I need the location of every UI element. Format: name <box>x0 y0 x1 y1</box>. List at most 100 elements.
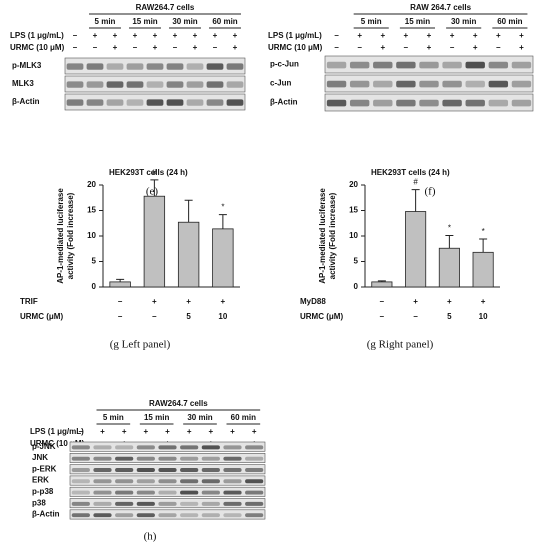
treatment-sign: – <box>93 43 98 52</box>
cell-title: RAW264.7 cells <box>136 3 195 12</box>
cell-title: RAW264.7 cells <box>149 399 208 408</box>
blot-band <box>180 456 199 461</box>
blot-band <box>419 99 439 107</box>
treatment-sign: + <box>165 427 170 436</box>
blot-label: β-Actin <box>12 97 40 106</box>
blot-label: JNK <box>32 453 48 462</box>
blot-band <box>245 501 264 506</box>
bar <box>177 221 200 288</box>
y-axis-label: activity (Fold increase) <box>66 192 75 279</box>
treatment-value: + <box>186 297 191 306</box>
treatment-sign: + <box>153 31 158 40</box>
blot-band <box>201 467 220 472</box>
y-tick-label: 10 <box>349 231 358 240</box>
error-bar <box>184 199 193 223</box>
time-label: 15 min <box>144 413 169 422</box>
y-axis-label: activity (Fold increase) <box>328 192 337 279</box>
blot-band <box>136 467 155 472</box>
treatment-sign: + <box>404 31 409 40</box>
treatment-sign: + <box>380 31 385 40</box>
bar <box>212 228 234 288</box>
blot-band <box>511 61 532 69</box>
treatment-value: 10 <box>479 312 488 321</box>
treatment-value: + <box>413 297 418 306</box>
bar <box>109 281 131 288</box>
error-bar <box>116 278 125 282</box>
blot-band <box>245 479 264 484</box>
blot-band <box>136 479 155 484</box>
blot-band <box>396 99 416 107</box>
chart-title: HEK293T cells (24 h) <box>109 168 188 177</box>
blot-band <box>223 479 242 484</box>
treatment-value: + <box>221 297 226 306</box>
blot-band <box>71 467 90 472</box>
blot-band <box>201 501 220 506</box>
y-tick-label: 5 <box>354 257 359 266</box>
panel-caption: (g Right panel) <box>367 339 434 351</box>
blot-label: p38 <box>32 498 46 507</box>
blot-band <box>488 61 509 69</box>
treatment-sign: + <box>153 43 158 52</box>
blot-band <box>136 501 155 506</box>
blot-band <box>136 445 155 450</box>
y-tick-label: 15 <box>349 206 358 215</box>
blot-band <box>71 501 90 506</box>
treatment-label: URMC (10 μM) <box>10 43 65 52</box>
blot-band <box>106 81 124 88</box>
blot-band <box>186 81 204 88</box>
treatment-sign: + <box>450 31 455 40</box>
blot-band <box>66 63 84 70</box>
treatment-sign: – <box>213 43 218 52</box>
blot-band <box>115 501 134 506</box>
time-label: 5 min <box>103 413 124 422</box>
treatment-sign: + <box>100 427 105 436</box>
treatment-sign: + <box>427 43 432 52</box>
blot-band <box>326 99 347 107</box>
significance-mark: * <box>448 224 451 233</box>
treatment-value: – <box>380 312 385 321</box>
blot-band <box>396 80 416 88</box>
blot-band <box>106 99 124 106</box>
treatment-sign: – <box>334 43 339 52</box>
blot-band <box>206 81 224 88</box>
blot-band <box>180 490 199 495</box>
blot-band <box>146 81 164 88</box>
blot-band <box>223 456 242 461</box>
blot-label: p-MLK3 <box>12 61 42 70</box>
blot-label: c-Jun <box>270 79 291 88</box>
blot-band <box>86 63 104 70</box>
blot-band <box>465 99 485 107</box>
treatment-sign: + <box>496 31 501 40</box>
error-bar <box>479 238 488 253</box>
blot-band <box>66 81 84 88</box>
blot-band <box>223 445 242 450</box>
blot-band <box>166 81 184 88</box>
treatment-sign: + <box>193 31 198 40</box>
blot-band <box>442 61 462 69</box>
blot-band <box>223 501 242 506</box>
blot-band <box>93 490 112 495</box>
panel-caption: (h) <box>144 531 157 543</box>
blot-band <box>349 61 370 69</box>
blot-band <box>373 61 393 69</box>
blot-band <box>146 63 164 70</box>
treatment-sign: – <box>73 31 78 40</box>
blot-band <box>86 81 104 88</box>
blot-band <box>93 479 112 484</box>
time-label: 30 min <box>187 413 212 422</box>
blot-band <box>186 99 204 106</box>
blot-frame <box>69 475 266 486</box>
treatment-sign: – <box>334 31 339 40</box>
treatment-sign: + <box>233 31 238 40</box>
error-bar <box>411 189 420 212</box>
treatment-sign: – <box>496 43 501 52</box>
significance-mark: # <box>152 168 157 177</box>
blot-band <box>115 479 134 484</box>
y-axis-label: AP-1-mediated luciferase <box>318 188 327 284</box>
bar <box>438 247 460 288</box>
blot-band <box>373 80 393 88</box>
error-bar <box>150 179 159 197</box>
blot-band <box>349 99 370 107</box>
blot-band <box>180 501 199 506</box>
cell-title: RAW 264.7 cells <box>410 3 471 12</box>
